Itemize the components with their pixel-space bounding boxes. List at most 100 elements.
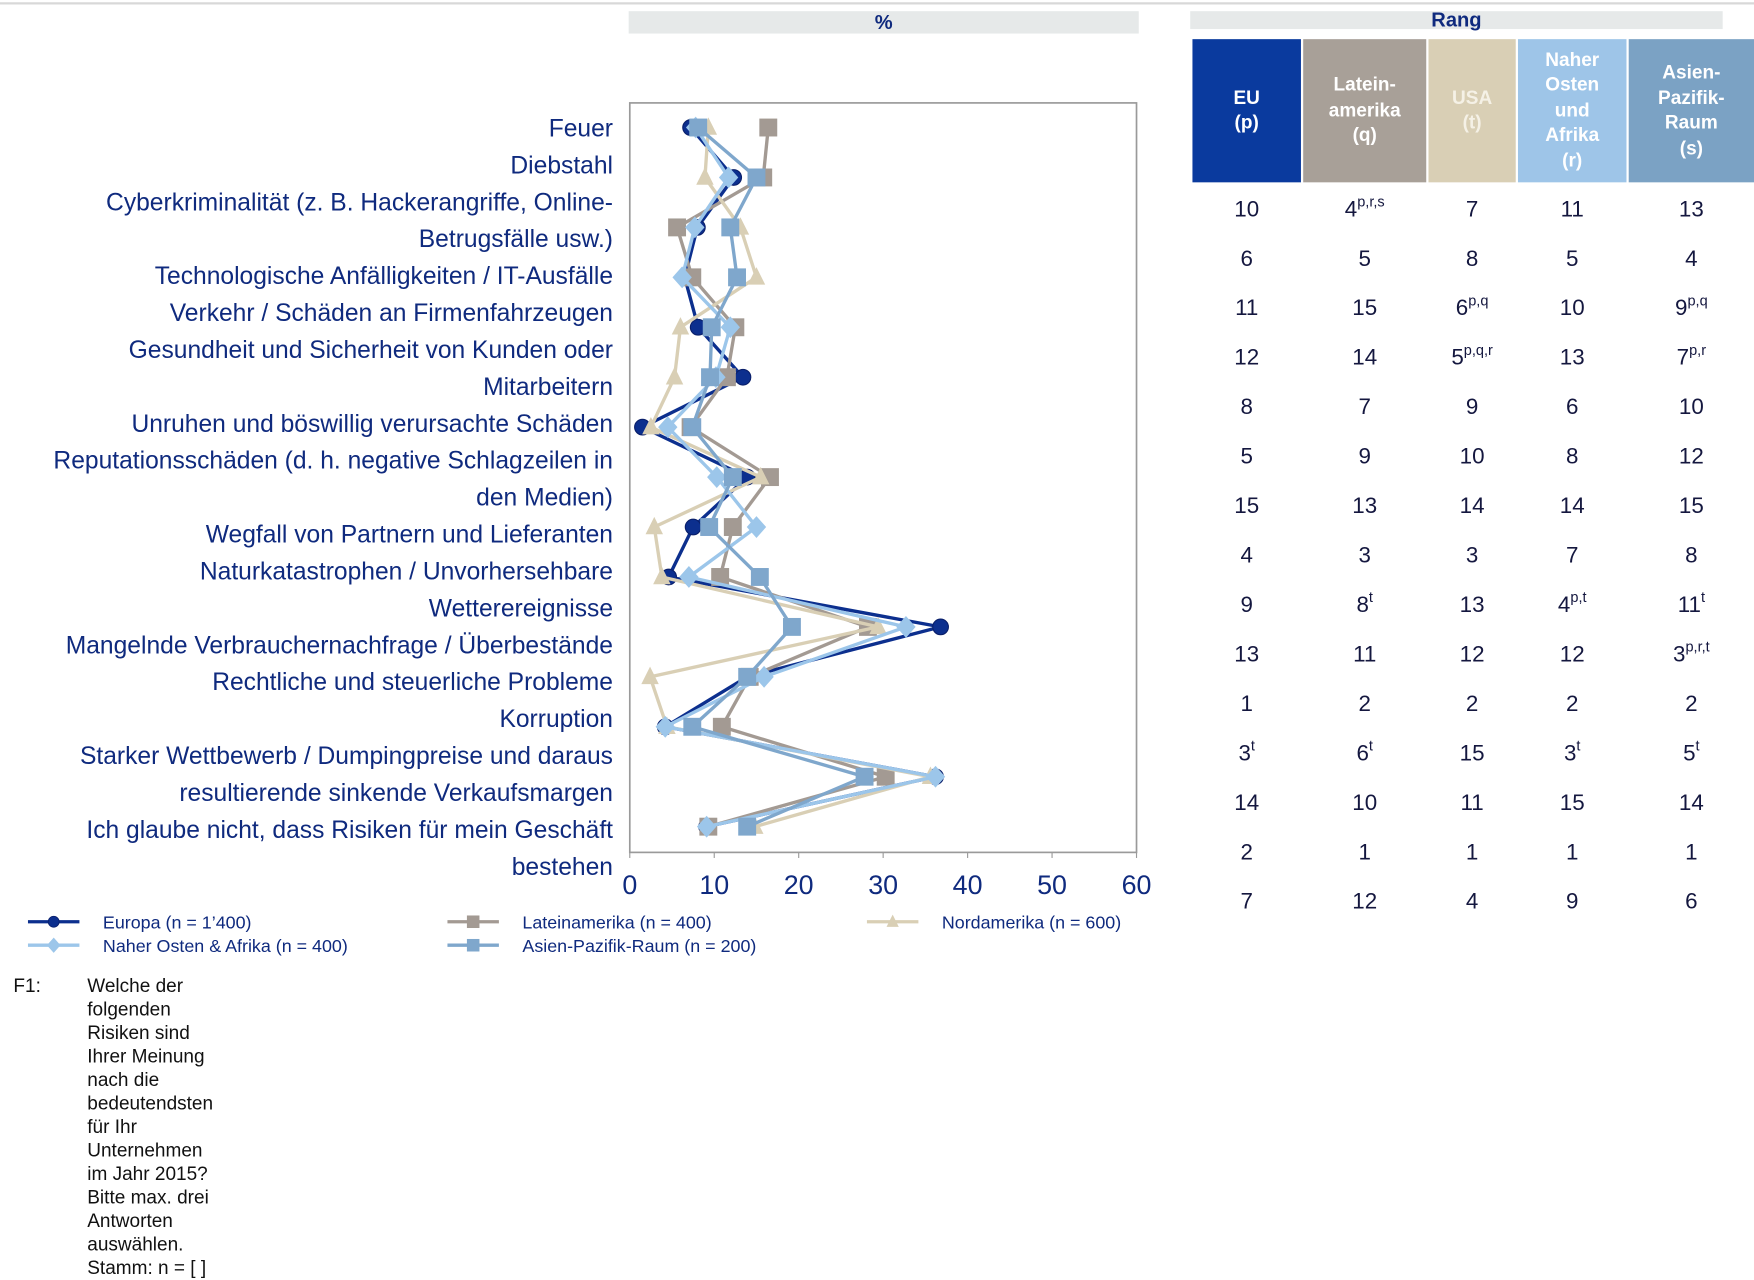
cell-superscript: p,r,t <box>1685 639 1709 655</box>
cell-superscript: p,q,r <box>1464 343 1493 359</box>
cell-value: 5 <box>1683 740 1695 765</box>
marker <box>750 568 769 586</box>
table-header: Latein- amerika (q) <box>1328 74 1401 146</box>
x-tick-label: 50 <box>1037 870 1067 900</box>
cell-value: 14 <box>1460 493 1485 518</box>
cell-value: 10 <box>1679 394 1704 419</box>
table-cell: 6t <box>1356 738 1372 765</box>
table-cell: 11 <box>1460 790 1483 815</box>
table-cell: 5t <box>1683 738 1699 765</box>
cell-value: 7 <box>1466 196 1478 221</box>
cell-value: 14 <box>1352 345 1377 370</box>
legend-label: Europa (n = 1’400) <box>103 913 252 933</box>
cell-value: 15 <box>1460 740 1485 765</box>
table-cell: 14 <box>1560 493 1585 518</box>
cell-value: 8 <box>1685 542 1697 567</box>
table-cell: 3 <box>1359 542 1371 567</box>
marker <box>734 368 752 386</box>
table-cell: 1 <box>1685 839 1697 864</box>
cell-superscript: t <box>1369 738 1373 754</box>
cell-value: 10 <box>1352 790 1377 815</box>
category-label: Starker Wettbewerb / Dumpingpreise und d… <box>79 741 614 806</box>
cell-value: 5 <box>1359 246 1371 271</box>
table-cell: 10 <box>1560 295 1585 320</box>
cell-value: 8 <box>1240 394 1252 419</box>
cell-value: 15 <box>1560 790 1585 815</box>
cell-value: 11 <box>1678 592 1701 617</box>
cell-superscript: p,q <box>1468 293 1488 309</box>
table-title: Rang <box>1431 10 1481 32</box>
cell-value: 7 <box>1566 542 1578 567</box>
marker <box>642 416 660 435</box>
category-label: Feuer <box>548 113 614 142</box>
table-cell: 10 <box>1460 444 1485 469</box>
table-cell: 13 <box>1352 493 1377 518</box>
x-tick-label: 40 <box>953 870 983 900</box>
table-cell: 11 <box>1235 295 1258 320</box>
table-title-bar <box>1190 11 1723 30</box>
table-cell: 9 <box>1240 592 1252 617</box>
table-cell: 1 <box>1466 839 1478 864</box>
table-cell: 1 <box>1566 839 1578 864</box>
legend-label: Nordamerika (n = 600) <box>942 913 1121 933</box>
table-cell: 9 <box>1359 444 1371 469</box>
marker <box>696 815 717 838</box>
marker <box>723 518 742 536</box>
marker <box>728 268 746 287</box>
cell-value: 13 <box>1460 592 1485 617</box>
table-cell: 8 <box>1240 394 1252 419</box>
table-header: USA (t) <box>1452 86 1493 134</box>
table-header-cell <box>1428 39 1516 183</box>
table-cell: 5 <box>1566 246 1578 271</box>
cell-value: 7 <box>1240 889 1252 914</box>
table-cell: 13 <box>1560 345 1585 370</box>
cell-value: 13 <box>1560 345 1585 370</box>
cell-value: 3 <box>1466 542 1478 567</box>
x-tick-label: 20 <box>784 870 814 900</box>
table-header: Asien- Pazifik- Raum (s) <box>1658 61 1725 159</box>
cell-value: 10 <box>1234 196 1259 221</box>
table-cell: 2 <box>1466 691 1478 716</box>
series-line <box>660 126 936 829</box>
chart-title: % <box>875 12 893 34</box>
footnote-label: F1: <box>13 975 41 997</box>
table-cell: 11t <box>1678 590 1705 617</box>
marker <box>718 166 739 189</box>
marker <box>653 566 671 585</box>
cell-value: 10 <box>1460 444 1485 469</box>
marker <box>747 168 766 187</box>
cell-value: 4 <box>1345 196 1357 221</box>
cell-value: 2 <box>1685 691 1697 716</box>
cell-value: 12 <box>1234 345 1259 370</box>
table-cell: 5 <box>1240 444 1252 469</box>
cell-value: 7 <box>1677 345 1689 370</box>
cell-value: 13 <box>1679 196 1704 221</box>
marker <box>685 216 705 239</box>
cell-superscript: t <box>1696 738 1700 754</box>
category-label: Verkehr / Schäden an Firmenfahrzeugen <box>169 298 614 327</box>
cell-value: 12 <box>1352 889 1377 914</box>
table-cell: 12 <box>1352 889 1377 914</box>
marker <box>707 466 727 489</box>
table-cell: 7 <box>1566 542 1578 567</box>
table-cell: 10 <box>1234 196 1259 221</box>
cell-value: 11 <box>1561 196 1584 221</box>
cell-value: 12 <box>1679 444 1704 469</box>
table-cell: 2 <box>1685 691 1697 716</box>
cell-value: 7 <box>1359 394 1371 419</box>
marker <box>658 416 678 439</box>
table-header-cell <box>1192 39 1301 183</box>
table-cell: 2 <box>1566 691 1578 716</box>
marker <box>759 118 778 137</box>
marker <box>701 368 719 387</box>
cell-value: 9 <box>1566 889 1578 914</box>
cell-value: 4 <box>1558 592 1570 617</box>
cell-value: 15 <box>1352 295 1377 320</box>
cell-value: 9 <box>1359 444 1371 469</box>
table-cell: 10 <box>1352 790 1377 815</box>
table-cell: 3p,r,t <box>1673 639 1710 666</box>
x-tick-label: 30 <box>868 870 898 900</box>
table-cell: 6 <box>1566 394 1578 419</box>
marker <box>466 938 480 952</box>
